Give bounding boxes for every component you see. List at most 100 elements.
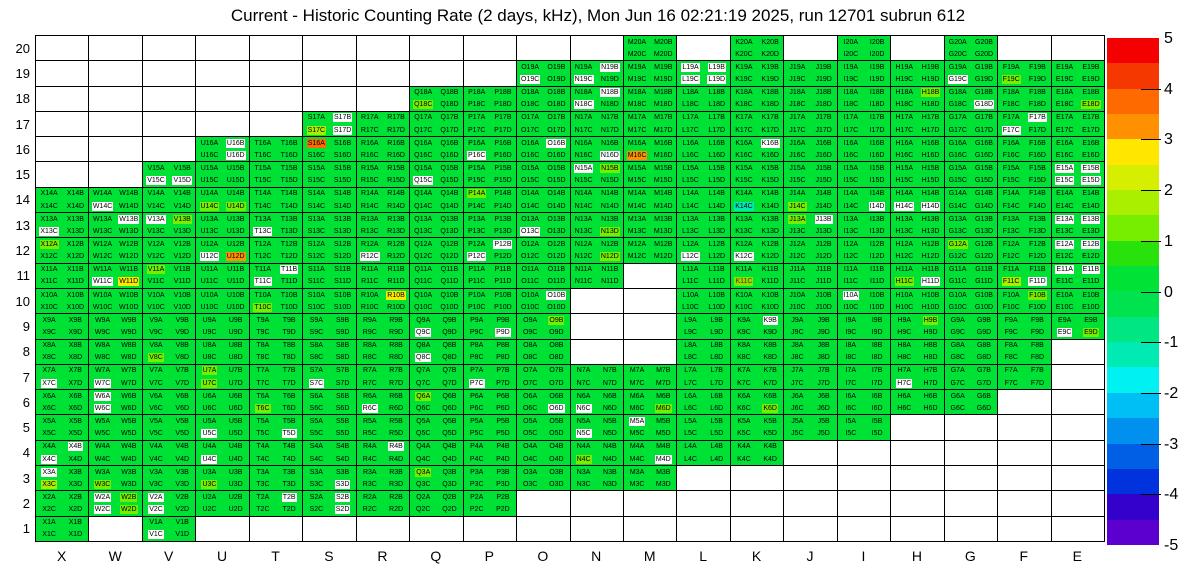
quadrant-label: N5D (602, 430, 617, 438)
quadrant-J7C: J7C (784, 377, 810, 389)
quadrant-Q2C: Q2C (410, 504, 436, 516)
quadrant-label: M20A (627, 38, 647, 46)
quadrant-S8A: S8A (303, 340, 329, 352)
quadrant-label: S6D (335, 404, 350, 412)
quadrant-L12D: L12D (704, 251, 730, 263)
quadrant-label: M12C (627, 253, 647, 261)
quadrant-label: O19A (521, 63, 540, 71)
grid-cell-U13: U13A U13B U13C U13D (196, 213, 250, 239)
quadrant-K20B: K20B (757, 36, 783, 48)
quadrant-label: L15C (682, 177, 699, 185)
quadrant-M14C: M14C (624, 200, 650, 212)
grid-cell-U10: U10A U10B U10C U10D (196, 288, 250, 315)
quadrant-P18A: P18A (464, 87, 490, 99)
quadrant-label: E16D (1082, 151, 1100, 159)
quadrant-Q16C: Q16C (410, 149, 436, 161)
quadrant-M13D: M13D (650, 225, 676, 237)
quadrant-label: Q15A (414, 165, 433, 173)
quadrant-label: G20B (975, 38, 993, 46)
quadrant-label: H16B (921, 139, 940, 147)
quadrant-label: F19B (1029, 63, 1046, 71)
quadrant-Q14B: Q14B (436, 188, 462, 200)
grid-cell-V3: V3A V3B V3C V3D (142, 466, 197, 492)
quadrant-L11B: L11B (704, 264, 730, 276)
quadrant-K4C: K4C (731, 453, 757, 465)
quadrant-label: V11A (146, 265, 166, 275)
quadrant-label: F16D (1028, 151, 1046, 159)
quadrant-label: G9B (976, 316, 991, 324)
grid-cell-E13: E13A E13B E13C E13D (1051, 213, 1105, 239)
quadrant-label: S4A (309, 443, 323, 451)
quadrant-label: E16B (1082, 139, 1100, 147)
quadrant-X8A: X8A (36, 340, 62, 352)
quadrant-X10A: X10A (36, 289, 62, 301)
quadrant-label: O11B (547, 266, 566, 274)
quadrant-G18C: G18C (945, 99, 971, 111)
quadrant-label: W10D (119, 303, 139, 311)
quadrant-label: U5A (202, 418, 217, 426)
quadrant-T2A: T2A (250, 491, 276, 503)
quadrant-K5A: K5A (731, 415, 757, 427)
grid-cell-O2 (517, 491, 571, 517)
quadrant-label: G16A (948, 139, 967, 147)
quadrant-R17C: R17C (357, 124, 383, 136)
grid-cell-R7: R7A R7B R7C R7D (356, 364, 411, 391)
colorbar (1107, 38, 1159, 545)
quadrant-label: G11B (975, 266, 993, 274)
quadrant-H16A: H16A (891, 137, 917, 149)
quadrant-G15C: G15C (945, 175, 971, 187)
quadrant-label: V8C (148, 353, 164, 363)
quadrant-L16B: L16B (704, 137, 730, 149)
quadrant-label: P3C (469, 480, 484, 488)
grid-cell-K16: K16A K16B K16C K16D (730, 137, 785, 163)
quadrant-U16C: U16C (196, 149, 222, 161)
quadrant-label: I16A (843, 139, 859, 147)
quadrant-label: Q11A (414, 266, 432, 274)
quadrant-W9B: W9B (116, 314, 142, 326)
quadrant-U15B: U15B (223, 162, 249, 174)
grid-cell-K12: K12A K12B K12C K12D (730, 238, 785, 264)
quadrant-V10D: V10D (169, 301, 195, 313)
quadrant-label: N12B (601, 240, 619, 248)
quadrant-label: N3A (576, 468, 591, 476)
quadrant-label: R16C (360, 151, 379, 159)
grid-cell-X8: X8A X8B X8C X8D (36, 339, 90, 365)
quadrant-O18A: O18A (517, 87, 543, 99)
quadrant-S11B: S11B (329, 264, 355, 276)
quadrant-W8B: W8B (116, 340, 142, 352)
quadrant-label: H16D (921, 151, 940, 159)
quadrant-P16C: P16C (464, 149, 490, 161)
quadrant-label: G19C (947, 75, 968, 85)
quadrant-O4D: O4D (543, 453, 569, 465)
quadrant-I14A: I14A (838, 188, 864, 200)
quadrant-G17B: G17B (971, 112, 997, 124)
quadrant-label: Q8A (416, 342, 431, 350)
quadrant-label: Q9D (442, 329, 457, 337)
quadrant-K14C: K14C (731, 200, 757, 212)
quadrant-X14D: X14D (62, 200, 88, 212)
quadrant-R10A: R10A (357, 289, 383, 301)
quadrant-label: M19C (627, 76, 647, 84)
quadrant-F15D: F15D (1024, 175, 1050, 187)
quadrant-I20B: I20B (864, 36, 890, 48)
quadrant-S4A: S4A (303, 441, 329, 453)
grid-cell-W8: W8A W8B W8C W8D (89, 339, 143, 365)
quadrant-label: M20C (627, 50, 647, 58)
quadrant-label: I17A (843, 114, 859, 122)
quadrant-I19D: I19D (864, 73, 890, 85)
quadrant-F12B: F12B (1024, 238, 1050, 250)
quadrant-label: X2D (68, 506, 83, 514)
quadrant-label: G12C (948, 253, 967, 261)
quadrant-N11C: N11C (571, 276, 597, 288)
quadrant-U4D: U4D (223, 453, 249, 465)
quadrant-H19D: H19D (917, 73, 943, 85)
quadrant-label: U10A (200, 291, 219, 299)
quadrant-T13B: T13B (276, 213, 302, 225)
quadrant-S8D: S8D (329, 352, 355, 364)
colorbar-label-1: 1 (1164, 232, 1173, 250)
quadrant-label: U11D (226, 278, 245, 286)
quadrant-label: W14C (91, 201, 114, 211)
quadrant-G8A: G8A (945, 340, 971, 352)
quadrant-label: U3C (201, 479, 218, 489)
grid-cell-I5: I5A I5B I5C I5D (837, 415, 892, 441)
